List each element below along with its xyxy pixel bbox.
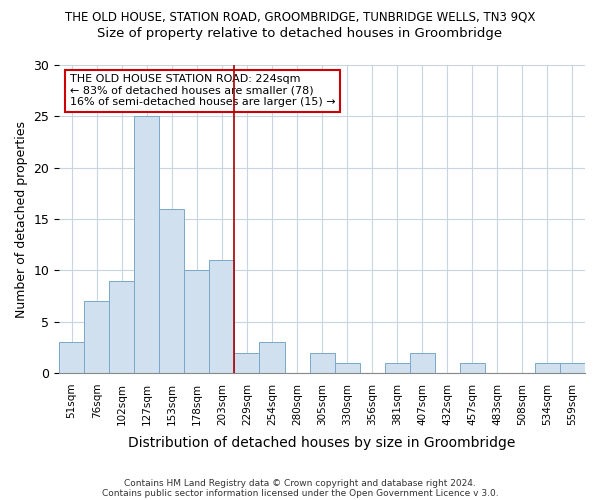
- Bar: [109, 280, 134, 373]
- Bar: [310, 352, 335, 373]
- Text: Size of property relative to detached houses in Groombridge: Size of property relative to detached ho…: [97, 28, 503, 40]
- Bar: [84, 301, 109, 373]
- Bar: [184, 270, 209, 373]
- Bar: [59, 342, 84, 373]
- Bar: [410, 352, 435, 373]
- X-axis label: Distribution of detached houses by size in Groombridge: Distribution of detached houses by size …: [128, 436, 516, 450]
- Text: Contains public sector information licensed under the Open Government Licence v : Contains public sector information licen…: [101, 488, 499, 498]
- Bar: [560, 363, 585, 373]
- Bar: [160, 209, 184, 373]
- Text: Contains HM Land Registry data © Crown copyright and database right 2024.: Contains HM Land Registry data © Crown c…: [124, 478, 476, 488]
- Bar: [460, 363, 485, 373]
- Bar: [209, 260, 235, 373]
- Text: THE OLD HOUSE, STATION ROAD, GROOMBRIDGE, TUNBRIDGE WELLS, TN3 9QX: THE OLD HOUSE, STATION ROAD, GROOMBRIDGE…: [65, 10, 535, 23]
- Bar: [134, 116, 160, 373]
- Bar: [259, 342, 284, 373]
- Bar: [535, 363, 560, 373]
- Bar: [385, 363, 410, 373]
- Y-axis label: Number of detached properties: Number of detached properties: [15, 120, 28, 318]
- Bar: [235, 352, 259, 373]
- Text: THE OLD HOUSE STATION ROAD: 224sqm
← 83% of detached houses are smaller (78)
16%: THE OLD HOUSE STATION ROAD: 224sqm ← 83%…: [70, 74, 335, 108]
- Bar: [335, 363, 359, 373]
